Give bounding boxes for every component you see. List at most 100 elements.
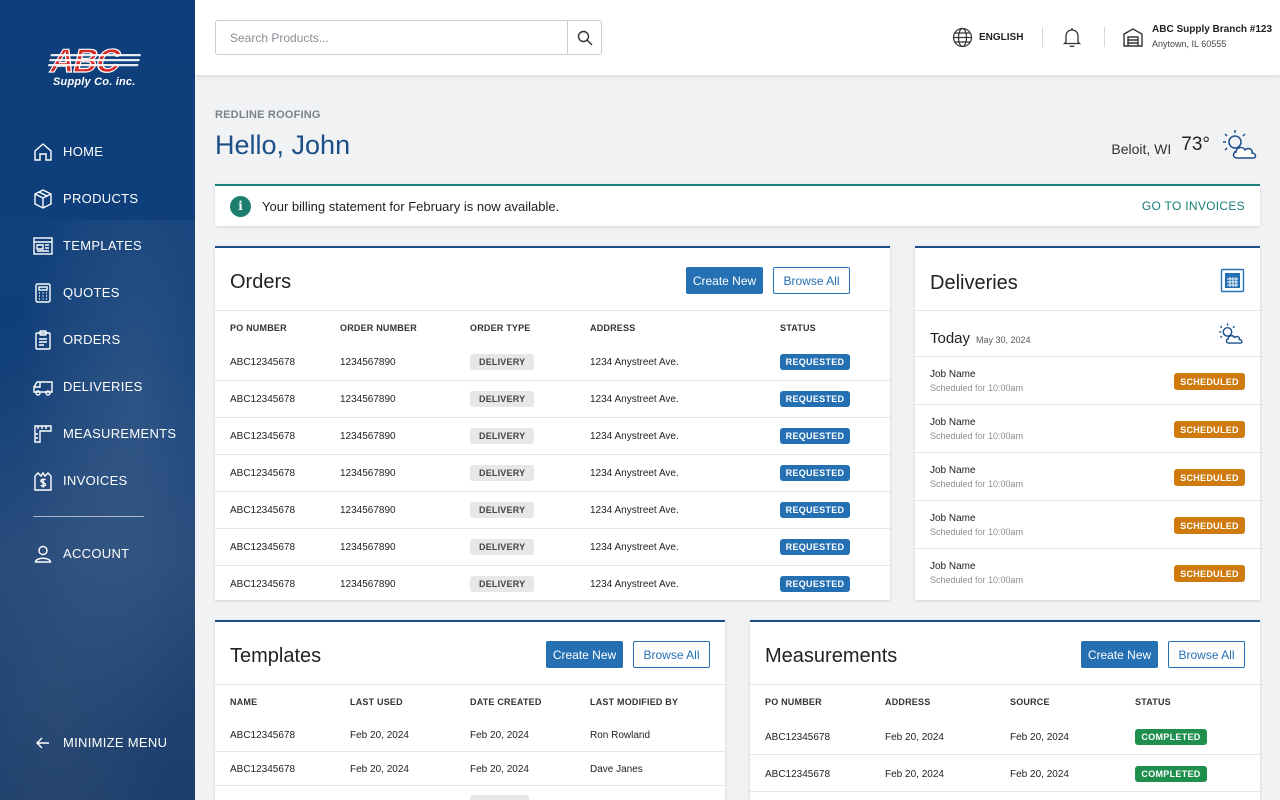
delivery-item[interactable]: Job Name Scheduled for 10:00am SCHEDULED: [915, 500, 1260, 548]
po-number: ABC12345678: [230, 579, 296, 590]
order-type-badge: DELIVERY: [470, 391, 535, 407]
col-last-used: LAST USED: [350, 697, 403, 707]
nav-measurements-label: MEASUREMENTS: [63, 426, 177, 441]
nav-account-wrap: ACCOUNT: [0, 530, 195, 577]
nav-deliveries[interactable]: DELIVERIES: [0, 363, 195, 410]
template-name: ABC12345678: [230, 764, 296, 775]
source: Feb 20, 2024: [1010, 732, 1069, 743]
order-type-badge: DELIVERY: [470, 502, 535, 518]
templates-title: Templates: [230, 645, 322, 667]
address: 1234 Anystreet Ave.: [590, 579, 679, 590]
order-number: 1234567890: [340, 431, 396, 442]
delivery-item[interactable]: Job Name Scheduled for 10:00am SCHEDULED: [915, 356, 1260, 404]
truck-icon: [33, 380, 53, 396]
notifications-button[interactable]: [1062, 27, 1082, 53]
minimize-menu-button[interactable]: MINIMIZE MENU: [0, 719, 195, 766]
address: 1234 Anystreet Ave.: [590, 542, 679, 553]
abc-logo[interactable]: ABC: [46, 42, 150, 92]
status-badge: REQUESTED: [780, 576, 850, 592]
nav-quotes-label: QUOTES: [63, 285, 120, 300]
templates-create-new-button[interactable]: Create New: [546, 641, 623, 668]
header-separator: [1042, 27, 1043, 47]
templates-browse-all-button[interactable]: Browse All: [633, 641, 710, 668]
col-last-modified-by: LAST MODIFIED BY: [590, 697, 679, 707]
table-row[interactable]: ABC12345678 1234567890 DELIVERY 1234 Anystr…: [215, 418, 890, 455]
status-badge: SCHEDULED: [1174, 565, 1245, 582]
search-bar: [215, 20, 602, 55]
table-row[interactable]: ABC12345678 Feb 20, 2024 Feb 20, 2024 Dave …: [215, 752, 725, 786]
delivery-item[interactable]: Job Name Scheduled for 10:00am SCHEDULED: [915, 452, 1260, 500]
job-name: Job Name: [930, 369, 976, 380]
scheduled-time: Scheduled for 10:00am: [930, 479, 1024, 489]
orders-create-new-button[interactable]: Create New: [686, 267, 763, 294]
col-address: ADDRESS: [885, 697, 931, 707]
scheduled-time: Scheduled for 10:00am: [930, 431, 1024, 441]
table-row[interactable]: ABC12345678 1234567890 DELIVERY 1234 Anystr…: [215, 492, 890, 529]
col-status: STATUS: [1135, 697, 1171, 707]
po-number: ABC12345678: [230, 468, 296, 479]
nav-quotes[interactable]: QUOTES: [0, 269, 195, 316]
bell-icon: [1062, 28, 1082, 48]
table-row[interactable]: ABC12345678 1234567890 DELIVERY 1234 Anystr…: [215, 381, 890, 418]
address: Feb 20, 2024: [885, 732, 944, 743]
nav-orders-label: ORDERS: [63, 332, 121, 347]
logo-subtitle: Supply Co. inc.: [53, 76, 136, 88]
language-label: ENGLISH: [979, 32, 1024, 43]
table-row[interactable]: ABC12345678 Feb 20, 2024 Feb 20, 2024 COMPL…: [750, 755, 1260, 792]
search-input[interactable]: [216, 21, 567, 54]
arrow-left-icon: [36, 737, 49, 748]
weather-temperature: 73°: [1181, 134, 1210, 155]
measurements-create-new-button[interactable]: Create New: [1081, 641, 1158, 668]
today-header: Today May 30, 2024: [930, 330, 1031, 347]
weather-widget: Beloit, WI 73°: [1111, 128, 1260, 162]
table-row[interactable]: ABC12345678 Feb 20, 2024 Feb 20, 2024 Ron R…: [215, 718, 725, 752]
measurements-card: Measurements Create New Browse All PO NU…: [750, 620, 1260, 800]
status-badge: SCHEDULED: [1174, 469, 1245, 486]
nav-home[interactable]: HOME: [0, 128, 195, 175]
order-number: 1234567890: [340, 468, 396, 479]
nav-invoices[interactable]: INVOICES: [0, 457, 195, 504]
table-row[interactable]: ABC12345678 1234567890 DELIVERY 1234 Anystr…: [215, 455, 890, 492]
nav-measurements[interactable]: MEASUREMENTS: [0, 410, 195, 457]
order-type-badge: DELIVERY: [470, 576, 535, 592]
nav-orders[interactable]: ORDERS: [0, 316, 195, 363]
page-title: Hello, John: [215, 130, 351, 160]
nav-minimize-wrap: MINIMIZE MENU: [0, 719, 195, 766]
language-selector[interactable]: ENGLISH: [952, 27, 1023, 48]
table-row[interactable]: ABC12345678 1234567890 DELIVERY 1234 Anystr…: [215, 566, 890, 600]
billing-alert: i Your billing statement for February is…: [215, 184, 1260, 226]
status-badge: SCHEDULED: [1174, 421, 1245, 438]
go-to-invoices-link[interactable]: GO TO INVOICES: [1141, 199, 1245, 213]
last-used: Feb 20, 2024: [350, 764, 409, 775]
delivery-item[interactable]: Job Name Scheduled for 10:00am SCHEDULED: [915, 548, 1260, 596]
calendar-button[interactable]: [1220, 268, 1245, 298]
col-status: STATUS: [780, 323, 816, 333]
deliveries-card: Deliveries Today May 30, 2024 Job Name Sc…: [915, 246, 1260, 600]
nav-templates[interactable]: TEMPLATES: [0, 222, 195, 269]
order-number: 1234567890: [340, 394, 396, 405]
last-used: Feb 20, 2024: [350, 730, 409, 741]
template-icon: [33, 236, 53, 255]
address: 1234 Anystreet Ave.: [590, 394, 679, 405]
nav-products[interactable]: PRODUCTS: [0, 175, 195, 222]
home-icon: [34, 142, 52, 161]
status-badge: REQUESTED: [780, 539, 850, 555]
minimize-menu-label: MINIMIZE MENU: [63, 735, 168, 750]
status-badge: REQUESTED: [780, 391, 850, 407]
delivery-item[interactable]: Job Name Scheduled for 10:00am SCHEDULED: [915, 404, 1260, 452]
branch-selector[interactable]: ABC Supply Branch #123 Anytown, IL 60555: [1122, 24, 1272, 49]
date-created: Feb 20, 2024: [470, 730, 529, 741]
table-row[interactable]: ABC12345678 Feb 20, 2024 Feb 20, 2024 COMPL…: [750, 718, 1260, 755]
col-source: SOURCE: [1010, 697, 1050, 707]
po-number: ABC12345678: [765, 769, 831, 780]
nav-account[interactable]: ACCOUNT: [0, 530, 195, 577]
measurements-browse-all-button[interactable]: Browse All: [1168, 641, 1245, 668]
address: 1234 Anystreet Ave.: [590, 357, 679, 368]
job-name: Job Name: [930, 561, 976, 572]
search-button[interactable]: [567, 21, 601, 54]
orders-browse-all-button[interactable]: Browse All: [773, 267, 850, 294]
table-row[interactable]: ABC12345678 1234567890 DELIVERY 1234 Anystr…: [215, 344, 890, 381]
address: 1234 Anystreet Ave.: [590, 505, 679, 516]
table-row[interactable]: ABC12345678 1234567890 DELIVERY 1234 Anystr…: [215, 529, 890, 566]
branch-name: ABC Supply Branch #123: [1152, 24, 1273, 35]
